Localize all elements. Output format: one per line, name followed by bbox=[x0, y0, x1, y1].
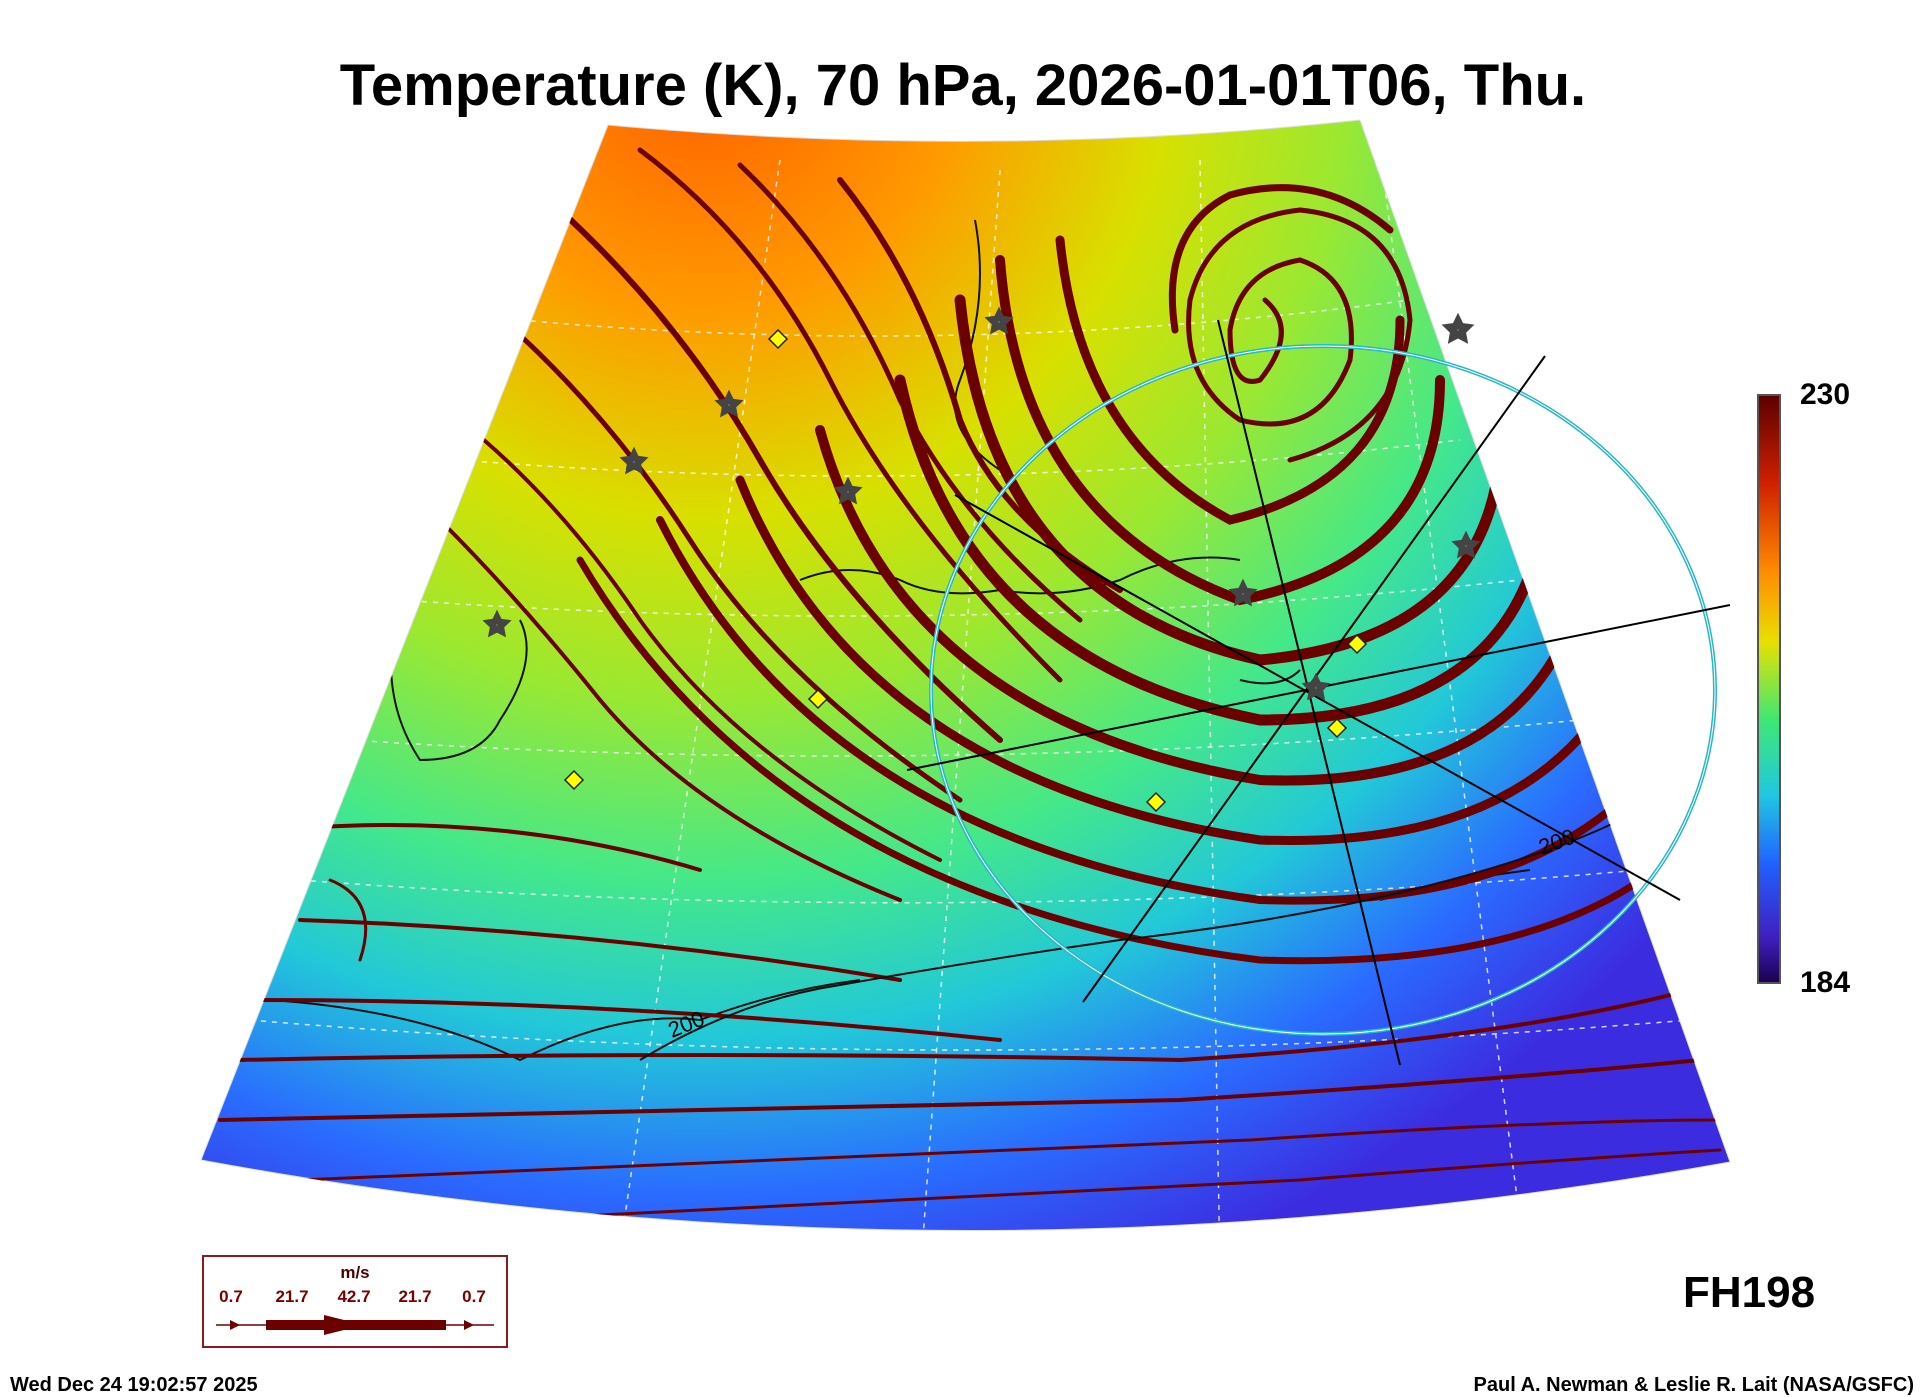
colorbar-min-label: 184 bbox=[1800, 966, 1851, 999]
wind-legend-value: 42.7 bbox=[337, 1287, 371, 1306]
diamond-marker-icon bbox=[1326, 717, 1348, 739]
diamond-marker-icon bbox=[563, 769, 585, 791]
vortex-edge-circle bbox=[929, 344, 1717, 1036]
wind-streamlines bbox=[218, 147, 1722, 1222]
star-marker-icon bbox=[1301, 672, 1331, 701]
star-marker-icon bbox=[482, 609, 512, 638]
map-title: Temperature (K), 70 hPa, 2026-01-01T06, … bbox=[339, 53, 1587, 118]
wind-speed-legend: m/s 0.7 21.7 42.7 21.7 0.7 bbox=[202, 1255, 508, 1348]
wind-legend-value: 0.7 bbox=[462, 1287, 486, 1306]
diamond-marker-icon bbox=[1145, 791, 1167, 813]
star-marker-icon bbox=[1451, 530, 1481, 559]
star-marker-icon bbox=[1228, 578, 1258, 607]
star-markers bbox=[482, 306, 1481, 701]
contour-200 bbox=[639, 819, 1621, 1061]
temperature-field bbox=[201, 120, 1730, 1231]
generation-timestamp: Wed Dec 24 19:02:57 2025 bbox=[10, 1374, 258, 1396]
wind-legend-value: 21.7 bbox=[398, 1287, 432, 1306]
wind-legend-unit: m/s bbox=[340, 1263, 370, 1282]
diamond-markers bbox=[563, 328, 1368, 813]
colorbar bbox=[1757, 394, 1781, 984]
colorbar-max-label: 230 bbox=[1800, 378, 1851, 411]
wind-legend-value: 0.7 bbox=[219, 1287, 243, 1306]
diamond-marker-icon bbox=[767, 328, 789, 350]
wind-legend-value: 21.7 bbox=[275, 1287, 309, 1306]
map-outline bbox=[200, 119, 1731, 1231]
star-marker-icon bbox=[1441, 312, 1475, 344]
diamond-marker-icon bbox=[1346, 633, 1368, 655]
diamond-marker-icon bbox=[807, 688, 829, 710]
star-marker-icon bbox=[984, 306, 1014, 335]
credit-line: Paul A. Newman & Leslie R. Lait (NASA/GS… bbox=[1473, 1374, 1914, 1396]
star-marker-icon bbox=[619, 446, 649, 475]
star-marker-icon bbox=[714, 389, 744, 418]
forecast-hour-label: FH198 bbox=[1683, 1268, 1816, 1317]
wind-arrow-icon bbox=[216, 1315, 494, 1335]
star-marker-icon bbox=[833, 476, 863, 505]
